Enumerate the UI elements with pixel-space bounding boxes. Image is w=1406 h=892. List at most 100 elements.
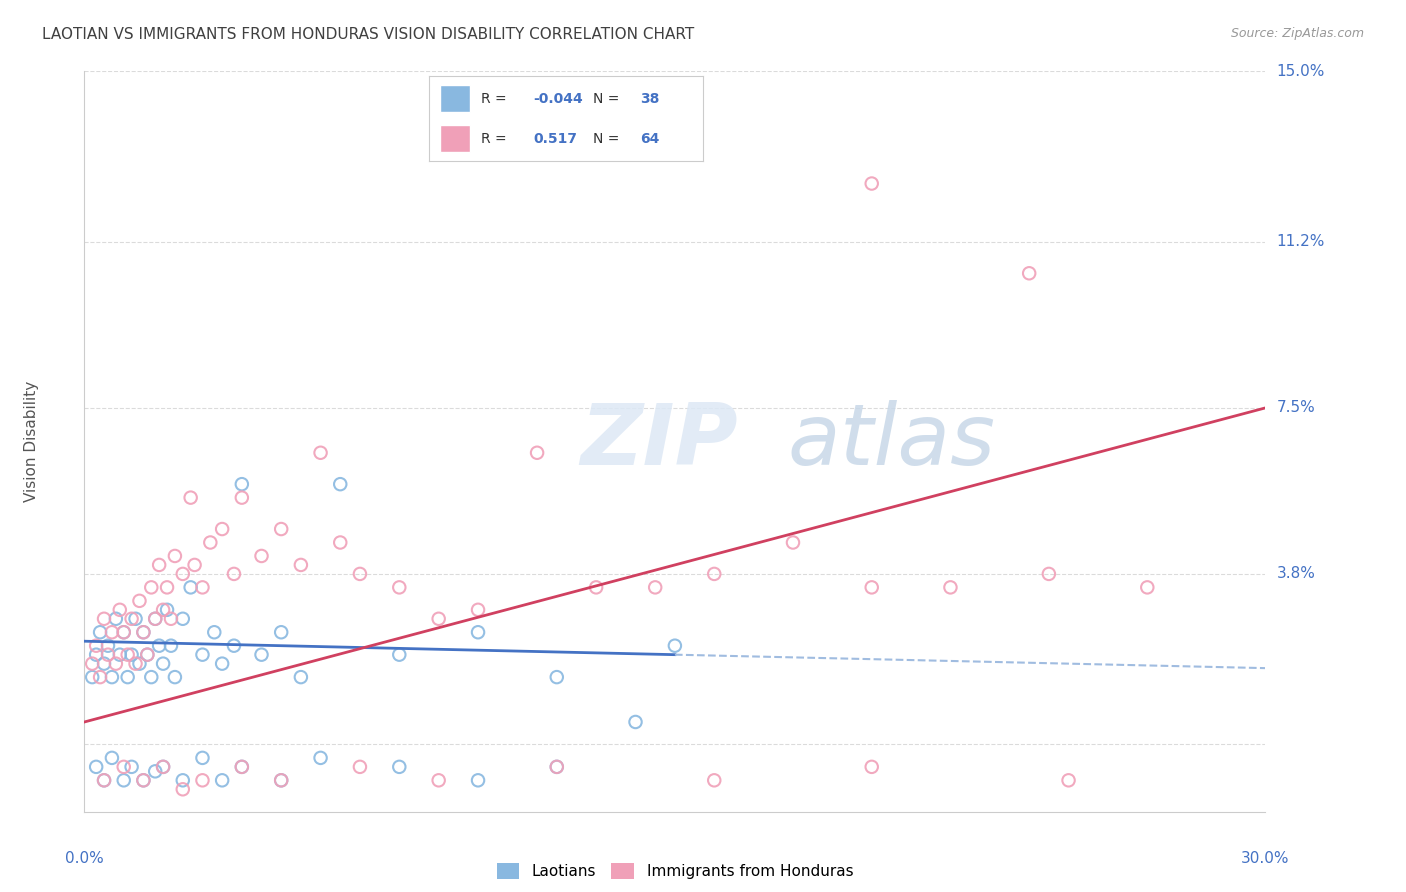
Point (128, 594, 150, 608)
Point (546, 760, 568, 774)
Point (152, 760, 174, 774)
Point (939, 580, 962, 594)
Point (427, 612, 450, 626)
Point (124, 657, 146, 671)
Text: 0.517: 0.517 (533, 131, 576, 145)
Point (546, 760, 568, 774)
Point (211, 522, 233, 536)
Point (467, 603, 489, 617)
Point (104, 612, 127, 626)
Point (84, 648, 107, 662)
Point (143, 764, 166, 779)
Point (152, 603, 174, 617)
Point (467, 625, 489, 640)
Point (703, 566, 725, 581)
Point (124, 612, 146, 626)
Point (427, 773, 450, 788)
Point (156, 603, 179, 617)
Point (349, 760, 371, 774)
Point (329, 535, 352, 549)
Point (82, 670, 104, 684)
Point (82, 657, 104, 671)
Point (467, 773, 489, 788)
Point (172, 773, 194, 788)
Point (172, 782, 194, 797)
Point (108, 603, 131, 617)
Point (141, 670, 163, 684)
Point (1136, 580, 1159, 594)
Text: R =: R = (481, 92, 510, 105)
Point (132, 625, 155, 640)
Point (222, 639, 245, 653)
Point (860, 580, 883, 594)
Point (1057, 773, 1080, 788)
Point (329, 477, 352, 491)
Point (231, 760, 253, 774)
Point (624, 714, 647, 729)
Point (270, 773, 292, 788)
Point (270, 773, 292, 788)
FancyBboxPatch shape (440, 125, 470, 152)
Point (250, 549, 273, 563)
Point (546, 670, 568, 684)
Text: 0.0%: 0.0% (65, 851, 104, 865)
Point (231, 477, 253, 491)
Point (388, 648, 411, 662)
Point (231, 491, 253, 505)
Point (93, 612, 115, 626)
Point (290, 558, 312, 572)
Text: 38: 38 (640, 92, 659, 105)
Point (128, 657, 150, 671)
Point (180, 580, 202, 594)
Point (156, 580, 179, 594)
Point (101, 751, 124, 765)
Text: 11.2%: 11.2% (1277, 235, 1324, 250)
Point (231, 760, 253, 774)
Point (132, 625, 155, 640)
Point (132, 773, 155, 788)
Point (143, 612, 166, 626)
Point (388, 760, 411, 774)
Point (860, 177, 883, 191)
Point (148, 558, 170, 572)
Point (222, 566, 245, 581)
Point (191, 648, 214, 662)
Point (644, 580, 666, 594)
Legend: Laotians, Immigrants from Honduras: Laotians, Immigrants from Honduras (491, 857, 859, 886)
Point (270, 625, 292, 640)
Point (163, 670, 186, 684)
Point (211, 657, 233, 671)
Point (121, 760, 143, 774)
Point (211, 773, 233, 788)
Point (250, 648, 273, 662)
Point (112, 773, 135, 788)
Text: 30.0%: 30.0% (1241, 851, 1289, 865)
Point (180, 491, 202, 505)
Point (108, 648, 131, 662)
Point (782, 535, 804, 549)
Text: 3.8%: 3.8% (1277, 566, 1316, 582)
Point (141, 580, 163, 594)
Point (585, 580, 607, 594)
Text: 7.5%: 7.5% (1277, 401, 1315, 416)
Point (172, 612, 194, 626)
Point (112, 625, 135, 640)
Point (152, 760, 174, 774)
Point (309, 446, 332, 460)
Point (136, 648, 159, 662)
Point (112, 625, 135, 640)
Point (93, 773, 115, 788)
Point (526, 446, 548, 460)
Point (93, 773, 115, 788)
Text: Source: ZipAtlas.com: Source: ZipAtlas.com (1230, 27, 1364, 40)
Point (148, 639, 170, 653)
Text: ZIP: ZIP (581, 400, 738, 483)
Point (97, 639, 120, 653)
Point (172, 566, 194, 581)
Text: 64: 64 (640, 131, 659, 145)
Point (191, 751, 214, 765)
Point (1038, 566, 1060, 581)
Point (860, 760, 883, 774)
Point (309, 751, 332, 765)
Point (202, 625, 225, 640)
